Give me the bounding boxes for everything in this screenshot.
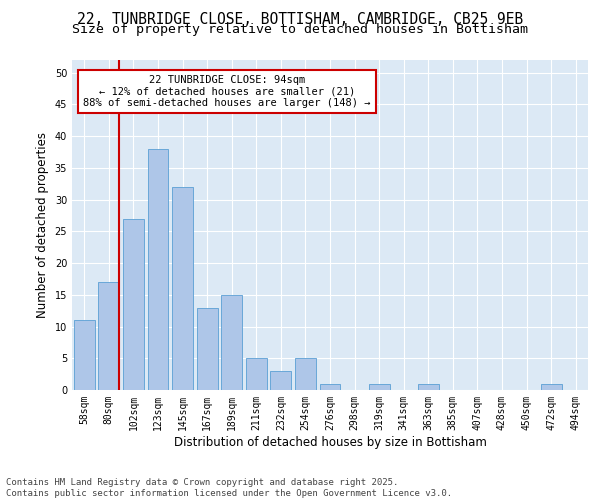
X-axis label: Distribution of detached houses by size in Bottisham: Distribution of detached houses by size …: [173, 436, 487, 448]
Text: Contains HM Land Registry data © Crown copyright and database right 2025.
Contai: Contains HM Land Registry data © Crown c…: [6, 478, 452, 498]
Text: 22, TUNBRIDGE CLOSE, BOTTISHAM, CAMBRIDGE, CB25 9EB: 22, TUNBRIDGE CLOSE, BOTTISHAM, CAMBRIDG…: [77, 12, 523, 28]
Bar: [246, 358, 267, 390]
Bar: [98, 282, 119, 390]
Bar: [148, 149, 169, 390]
Bar: [418, 384, 439, 390]
Bar: [172, 187, 193, 390]
Text: 22 TUNBRIDGE CLOSE: 94sqm
← 12% of detached houses are smaller (21)
88% of semi-: 22 TUNBRIDGE CLOSE: 94sqm ← 12% of detac…: [83, 75, 371, 108]
Bar: [221, 295, 242, 390]
Y-axis label: Number of detached properties: Number of detached properties: [36, 132, 49, 318]
Text: Size of property relative to detached houses in Bottisham: Size of property relative to detached ho…: [72, 22, 528, 36]
Bar: [271, 371, 292, 390]
Bar: [197, 308, 218, 390]
Bar: [320, 384, 340, 390]
Bar: [541, 384, 562, 390]
Bar: [123, 218, 144, 390]
Bar: [368, 384, 389, 390]
Bar: [74, 320, 95, 390]
Bar: [295, 358, 316, 390]
